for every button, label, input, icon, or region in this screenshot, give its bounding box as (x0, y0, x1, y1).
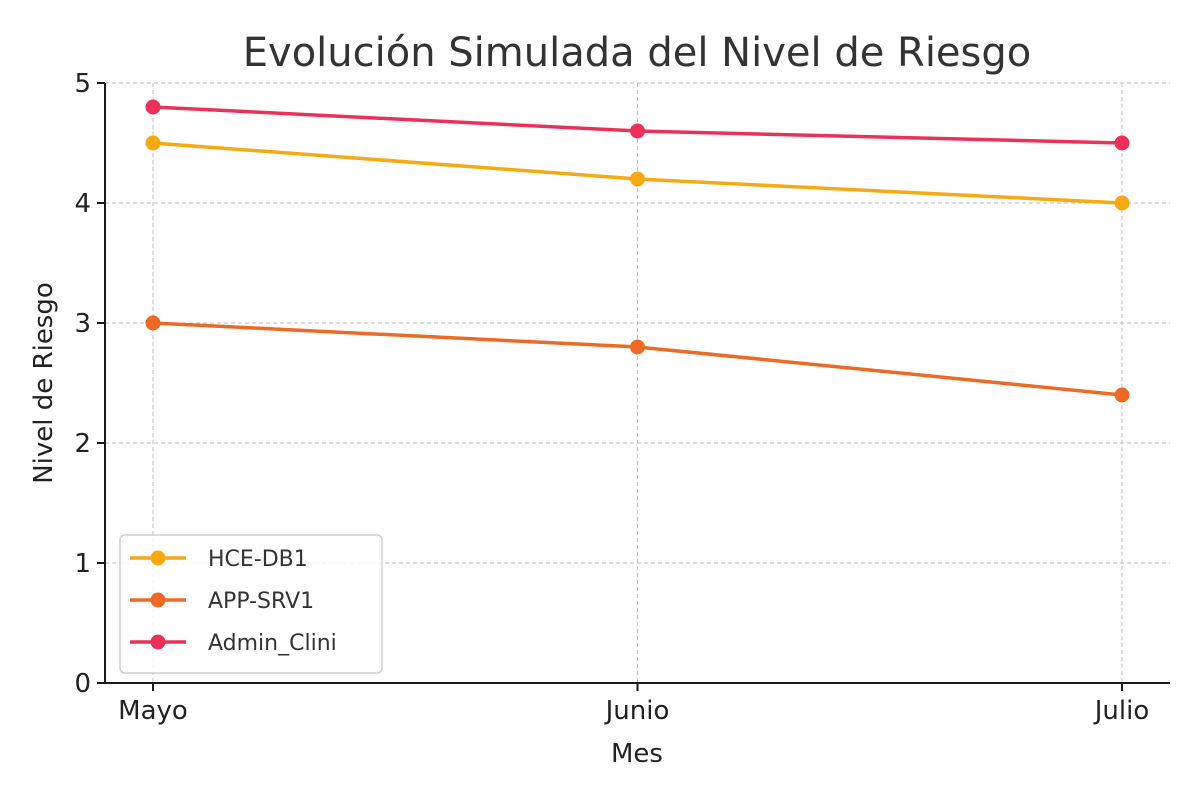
x-tick-label: Mayo (118, 696, 188, 726)
y-tick-label: 1 (74, 549, 91, 579)
y-tick-label: 4 (74, 189, 91, 219)
legend-swatch-marker (150, 550, 166, 566)
data-point-hce-db1 (630, 171, 645, 187)
data-point-hce-db1 (145, 135, 161, 151)
chart-title: Evolución Simulada del Nivel de Riesgo (243, 30, 1032, 76)
x-axis-label: Mes (611, 739, 663, 769)
series-app-srv1 (145, 315, 1130, 403)
data-point-admin-clini (1114, 135, 1130, 151)
series-admin-clini (145, 99, 1130, 151)
data-point-admin-clini (630, 123, 645, 139)
y-tick-label: 5 (74, 69, 91, 99)
legend-item-app-srv1: APP-SRV1 (130, 589, 314, 614)
data-point-app-srv1 (1114, 387, 1130, 403)
legend-label: HCE-DB1 (208, 547, 308, 572)
data-point-admin-clini (145, 99, 161, 115)
y-tick-label: 0 (74, 669, 91, 699)
legend-swatch-marker (150, 634, 166, 650)
series-hce-db1 (145, 135, 1130, 211)
ticks: 0 1 2 3 4 5 Mayo Junio Julio (74, 69, 1149, 726)
x-tick-label: Julio (1093, 696, 1150, 726)
legend: HCE-DB1 APP-SRV1 Admin_Clini (119, 534, 383, 674)
legend-label: Admin_Clini (208, 631, 337, 656)
x-tick-label: Junio (604, 696, 670, 726)
y-tick-label: 3 (74, 309, 91, 339)
legend-frame (119, 534, 383, 674)
series-lines (145, 99, 1130, 403)
legend-item-hce-db1: HCE-DB1 (130, 547, 308, 572)
data-point-hce-db1 (1114, 195, 1130, 211)
y-axis-label: Nivel de Riesgo (29, 282, 59, 484)
data-point-app-srv1 (630, 339, 645, 355)
y-tick-label: 2 (74, 429, 91, 459)
legend-item-admin-clini: Admin_Clini (130, 631, 337, 656)
legend-label: APP-SRV1 (208, 589, 314, 614)
data-point-app-srv1 (145, 315, 161, 331)
legend-swatch-marker (150, 592, 166, 608)
